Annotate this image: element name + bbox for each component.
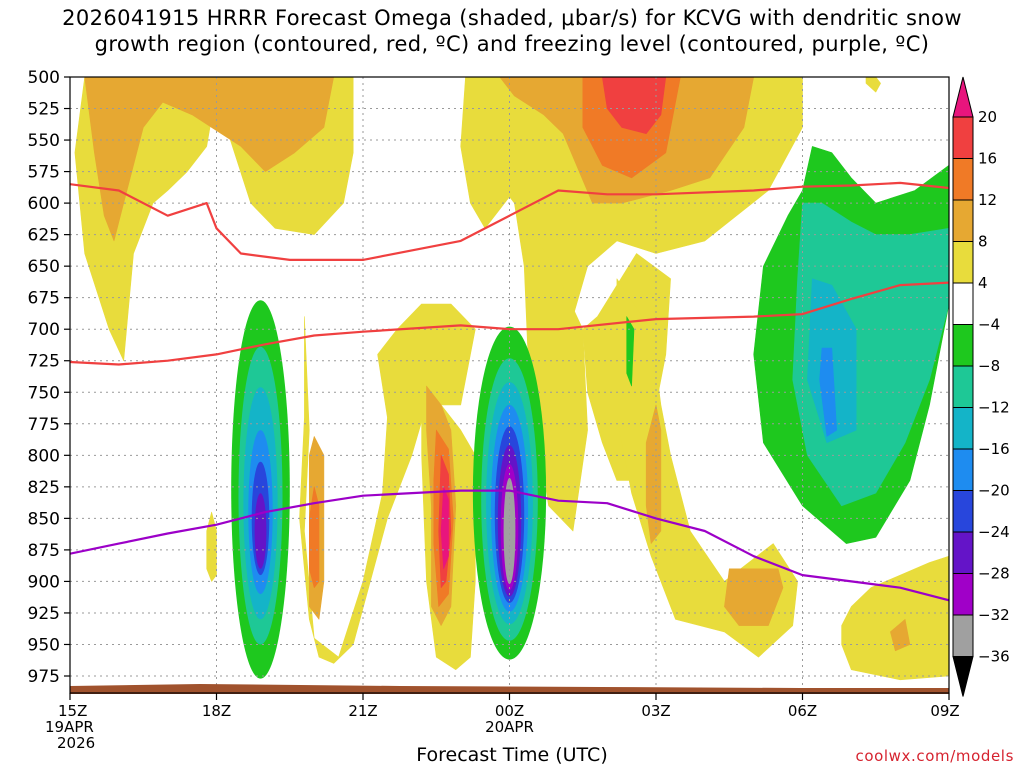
chart-title-line-2: growth region (contoured, red, ºC) and f… <box>94 32 930 56</box>
x-tick-label-18-0: 09Z <box>930 702 959 720</box>
colorbar-bin-16-to-20 <box>952 116 974 159</box>
colorbar-bin--16-to--12 <box>952 407 974 450</box>
chart-title-line-1: 2026041915 HRRR Forecast Omega (shaded, … <box>62 6 962 30</box>
x-tick-label-15-0: 06Z <box>788 702 817 720</box>
colorbar-label-11: −28 <box>978 565 1010 583</box>
omega-4-08z-lower <box>841 555 949 681</box>
y-tick-label-625: 625 <box>28 226 60 246</box>
x-axis-title: Forecast Time (UTC) <box>416 744 608 766</box>
colorbar-label-12: −32 <box>978 606 1010 624</box>
x-tick-label-9-0: 00Z <box>495 702 524 720</box>
colorbar-bin--36-to--32 <box>952 614 974 657</box>
y-tick-label-600: 600 <box>28 194 60 214</box>
y-tick-label-900: 900 <box>28 572 60 592</box>
ground-fill <box>70 684 949 694</box>
colorbar-bin--28-to--24 <box>952 531 974 574</box>
omega-4-03z-lower <box>616 278 798 658</box>
y-tick-label-725: 725 <box>28 352 60 372</box>
y-tick-label-525: 525 <box>28 100 60 120</box>
colorbar-label-4: 4 <box>978 274 988 292</box>
omega-neg36-00z <box>503 478 516 584</box>
y-tick-label-925: 925 <box>28 604 60 624</box>
y-tick-label-750: 750 <box>28 383 60 403</box>
colorbar-bin--12-to--8 <box>952 365 974 408</box>
colorbar-bin--20-to--16 <box>952 448 974 491</box>
omega-neg28-19z <box>254 493 267 569</box>
x-tick-label-0-1: 19APR <box>45 718 94 736</box>
axes: 500 525 550 575 600 625 650 675 700 725 750 775 800 8… <box>28 68 960 752</box>
omega-neg8-0230z <box>626 316 635 387</box>
y-tick-label-550: 550 <box>28 131 60 151</box>
dgz-bottom-contour <box>70 281 949 366</box>
credit-link[interactable]: coolwx.com/models <box>855 747 1014 765</box>
omega-4-17z-sliver <box>206 511 217 582</box>
y-tick-label-700: 700 <box>28 320 60 340</box>
x-tick-label-0-2: 2026 <box>57 734 95 752</box>
colorbar-bin-4-to-8 <box>952 241 974 284</box>
omega-4-center-lower <box>514 202 588 532</box>
x-tick-label-0-0: 15Z <box>58 702 87 720</box>
y-tick-label-800: 800 <box>28 446 60 466</box>
y-tick-label-825: 825 <box>28 478 60 498</box>
y-tick-label-850: 850 <box>28 509 60 529</box>
colorbar-bin-12-to-16 <box>952 158 974 201</box>
omega-20-2230z <box>440 486 449 570</box>
colorbar-label-10: −24 <box>978 523 1010 541</box>
colorbar-label-3: 8 <box>978 233 988 251</box>
temperature-contours <box>70 181 949 602</box>
colorbar-label-2: 12 <box>978 191 997 209</box>
y-tick-label-950: 950 <box>28 635 60 655</box>
colorbar-bin-above-20 <box>952 76 974 118</box>
colorbar-label-0: 20 <box>978 108 997 126</box>
colorbar-label-5: −4 <box>978 316 1000 334</box>
omega-8-0430z <box>724 568 784 626</box>
omega-4-top-right <box>865 77 881 93</box>
omega-neg20-06z <box>819 347 838 437</box>
colorbar-label-6: −8 <box>978 357 1000 375</box>
colorbar-bin-below-36 <box>952 656 974 697</box>
colorbar-label-8: −16 <box>978 440 1010 458</box>
colorbar-bin--32-to--28 <box>952 573 974 616</box>
y-tick-label-975: 975 <box>28 667 60 687</box>
colorbar-bin--24-to--20 <box>952 490 974 533</box>
x-tick-label-3-0: 18Z <box>202 702 231 720</box>
x-tick-label-6-0: 21Z <box>348 702 377 720</box>
omega-16-aloft <box>601 77 667 134</box>
y-tick-label-650: 650 <box>28 257 60 277</box>
colorbar-label-13: −36 <box>978 648 1010 666</box>
omega-12-20z <box>308 486 320 589</box>
y-tick-label-675: 675 <box>28 289 60 309</box>
y-tick-label-875: 875 <box>28 541 60 561</box>
colorbar-label-7: −12 <box>978 399 1010 417</box>
colorbar: 20 16 12 8 4 −4 −8 −12 −16 −20 −24 −28 −32 −36 <box>952 76 1010 697</box>
omega-8-03z <box>645 404 662 544</box>
y-tick-label-500: 500 <box>28 68 60 88</box>
dgz-top-contour <box>70 181 949 261</box>
x-tick-label-12-0: 03Z <box>641 702 670 720</box>
colorbar-label-9: −20 <box>978 482 1010 500</box>
grid-lines <box>70 76 949 693</box>
colorbar-bin--8-to--4 <box>952 324 974 367</box>
colorbar-bin--4-to-4 <box>952 282 974 325</box>
y-tick-label-775: 775 <box>28 415 60 435</box>
freezing-level-contour <box>70 489 949 602</box>
y-tick-label-575: 575 <box>28 163 60 183</box>
x-tick-label-9-1: 20APR <box>485 718 534 736</box>
colorbar-label-1: 16 <box>978 150 997 168</box>
colorbar-bin-8-to-12 <box>952 199 974 242</box>
ground-surface <box>70 684 949 694</box>
omega-8-upper-left <box>84 77 335 242</box>
